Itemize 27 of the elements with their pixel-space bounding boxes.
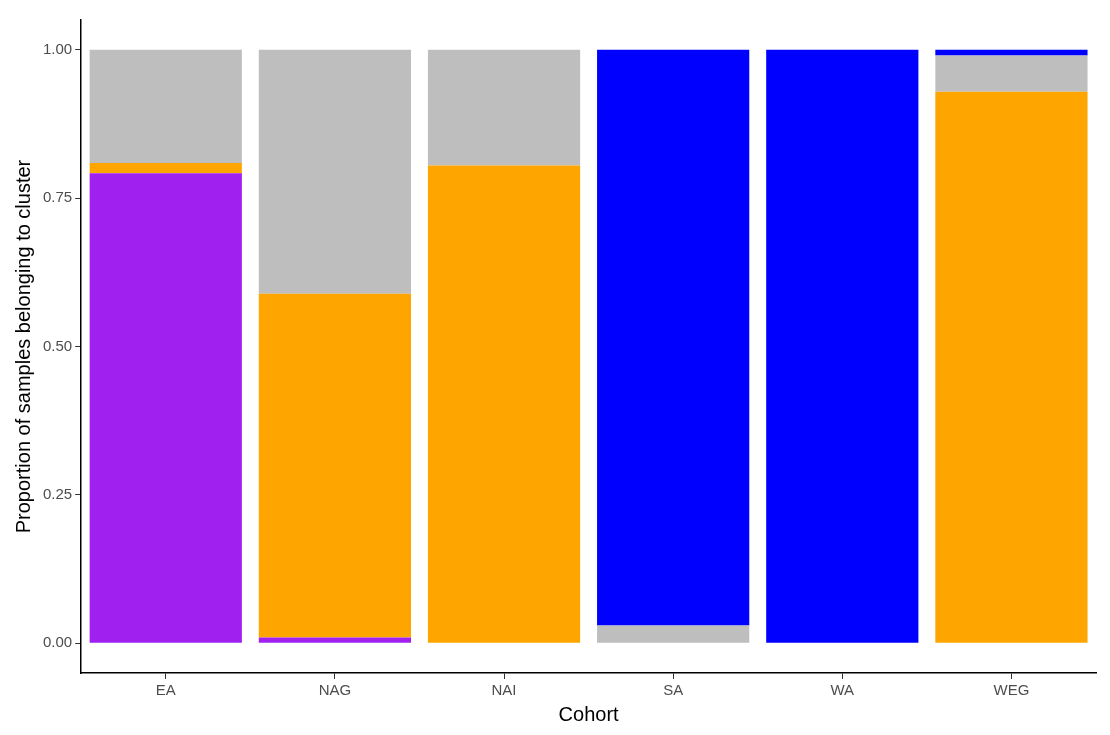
- bar: [935, 91, 1088, 643]
- x-tick-label: NAI: [491, 681, 517, 699]
- x-tick-label: EA: [155, 681, 176, 699]
- bar: [89, 49, 242, 164]
- bar: [258, 49, 412, 294]
- x-tick-label: SA: [663, 681, 684, 699]
- y-tick-label: 0.25: [42, 485, 73, 503]
- x-tick-label: WEG: [993, 681, 1030, 699]
- y-axis-title: Proportion of samples belonging to cluster: [11, 159, 34, 534]
- bar: [597, 625, 750, 643]
- bar: [427, 165, 581, 643]
- bar: [766, 49, 919, 643]
- x-tick-label: WA: [830, 681, 855, 699]
- bar: [89, 173, 242, 643]
- y-tick-label: 0.00: [42, 633, 73, 651]
- bar: [597, 49, 750, 626]
- y-tick-label: 1.00: [42, 39, 73, 57]
- bar: [935, 55, 1088, 92]
- bar: [89, 163, 242, 174]
- bar: [427, 49, 581, 166]
- bar: [258, 637, 412, 643]
- y-tick-label: 0.75: [42, 188, 73, 206]
- bar: [258, 293, 412, 638]
- x-tick-label: NAG: [318, 681, 352, 699]
- y-tick-label: 0.50: [42, 336, 73, 354]
- bar: [935, 49, 1088, 56]
- x-axis-title: Cohort: [558, 702, 620, 725]
